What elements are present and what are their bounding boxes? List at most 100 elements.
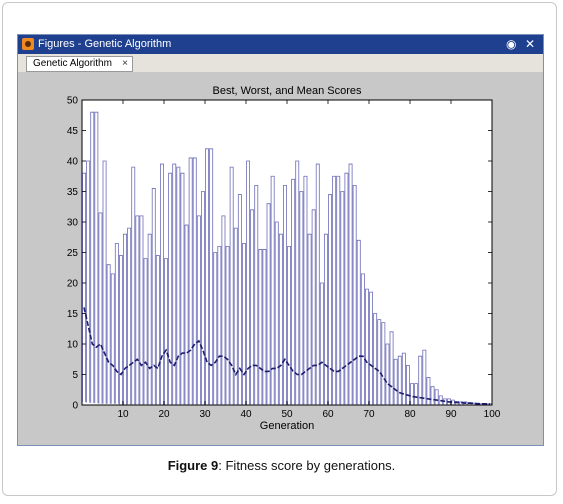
bar-range [233, 227, 238, 405]
bar-range [143, 258, 148, 405]
bar-range [348, 163, 353, 405]
bar-range [205, 148, 209, 405]
y-tick-label: 10 [67, 340, 79, 351]
bar-range [119, 255, 123, 405]
bar-range [86, 160, 91, 403]
bar-range [94, 111, 99, 404]
y-tick-label: 15 [67, 309, 79, 320]
bar-range [266, 203, 271, 405]
bar-range [283, 185, 287, 405]
x-axis-label: Generation [260, 420, 314, 432]
tab-label: Genetic Algorithm [33, 58, 112, 69]
x-tick-label: 40 [240, 409, 252, 420]
matlab-app-icon [22, 38, 34, 50]
figure-caption: Figure 9: Fitness score by generations. [0, 458, 563, 473]
bar-range [319, 282, 324, 405]
figure-canvas: Best, Worst, and Mean Scores 0 5 10 15 20 25 30… [18, 72, 543, 445]
bar-range [201, 191, 205, 405]
bar-range [410, 383, 414, 405]
undock-icon[interactable]: ◉ [506, 37, 517, 51]
x-tick-label: 80 [404, 409, 416, 420]
bar-range [352, 185, 357, 405]
bar-range [192, 157, 197, 405]
y-tick-label: 5 [72, 370, 78, 381]
bar-range [299, 191, 304, 405]
bar-range [155, 255, 160, 405]
y-tick-label: 25 [67, 248, 79, 259]
bar-range [250, 209, 255, 405]
bar-range [217, 246, 222, 405]
bar-range [225, 246, 230, 405]
bar-range [365, 288, 369, 405]
x-tick-label: 30 [199, 409, 211, 420]
bar-range [426, 377, 431, 405]
mean-line [83, 307, 490, 405]
bar-range [123, 233, 127, 405]
plot-area [81, 99, 493, 406]
bar-range [209, 148, 214, 405]
bar-range [180, 172, 185, 405]
bar-range [110, 273, 115, 404]
caption-label: Figure 9 [167, 458, 219, 473]
window-title: Figures - Genetic Algorithm [38, 38, 172, 50]
bar-range [295, 160, 300, 405]
bar-range [242, 242, 246, 405]
bar-range [131, 166, 136, 405]
bar-range [344, 172, 349, 405]
bar-range [397, 355, 402, 405]
bar-range [102, 160, 107, 404]
bar-range [389, 331, 394, 405]
bar-range [369, 291, 373, 405]
bar-range [82, 172, 86, 402]
bar-range [127, 227, 132, 405]
bar-range [422, 349, 427, 405]
bar-range [213, 252, 218, 405]
window-titlebar[interactable]: Figures - Genetic Algorithm ◉ ✕ [18, 35, 543, 54]
y-tick-label: 20 [67, 279, 79, 290]
x-tick-label: 60 [322, 409, 334, 420]
bar-range [332, 175, 337, 405]
bar-range [160, 163, 164, 405]
close-icon[interactable]: ✕ [525, 37, 536, 51]
y-tick-label: 45 [67, 126, 79, 137]
x-tick-label: 20 [158, 409, 170, 420]
bar-range [106, 264, 111, 404]
x-tick-label: 70 [363, 409, 375, 420]
bar-range [139, 215, 144, 405]
bar-range [328, 194, 332, 405]
bar-range [307, 233, 312, 405]
bar-range [340, 191, 345, 405]
bar-range [258, 249, 263, 405]
bar-range [274, 221, 279, 405]
bar-range [114, 242, 119, 404]
bar-range [414, 383, 419, 405]
bar-range [246, 160, 250, 405]
bar-range [373, 313, 378, 405]
bar-range [311, 209, 316, 405]
figures-window: Figures - Genetic Algorithm ◉ ✕ Genetic … [17, 34, 544, 446]
bar-range [270, 175, 275, 405]
bar-range [135, 215, 140, 405]
tab-genetic-algorithm[interactable]: Genetic Algorithm × [26, 56, 133, 72]
bar-range [385, 343, 390, 405]
chart-svg: Best, Worst, and Mean Scores 0 5 10 15 20 25 30… [67, 85, 501, 432]
bar-range [151, 188, 156, 405]
bar-range [401, 352, 406, 405]
bar-range [381, 322, 386, 405]
bar-range [196, 215, 201, 405]
chart-title: Best, Worst, and Mean Scores [213, 85, 362, 97]
bar-range [176, 166, 181, 405]
bar-range [336, 175, 341, 405]
y-tick-label: 35 [67, 187, 79, 198]
x-tick-label: 10 [117, 409, 129, 420]
bar-range [393, 358, 398, 405]
tab-close-icon[interactable]: × [122, 58, 128, 69]
bar-range [303, 175, 308, 405]
bar-range [315, 163, 320, 405]
bar-range [229, 166, 234, 405]
bar-range [90, 111, 95, 404]
bar-range [291, 178, 296, 405]
bar-range [237, 194, 242, 405]
y-tick-label: 50 [67, 96, 79, 107]
bar-range [278, 233, 283, 405]
